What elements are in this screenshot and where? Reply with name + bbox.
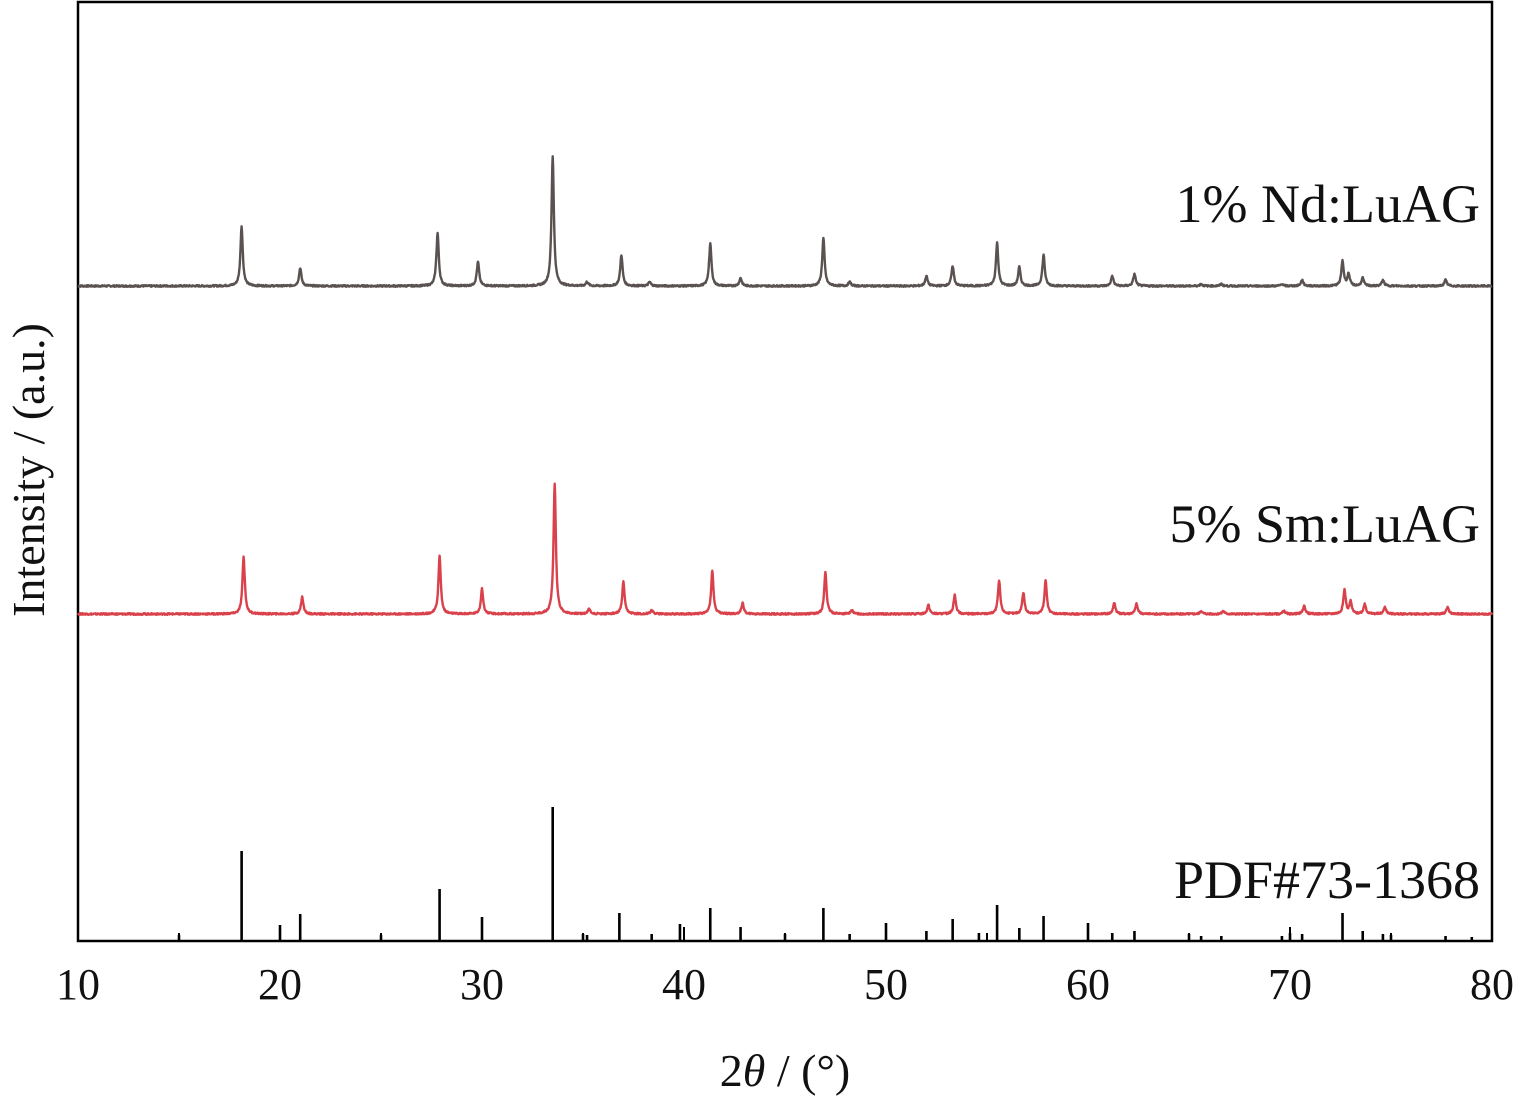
x-ticks: 10 20 30 40 50 60 70 80 [56,927,1514,1009]
x-tick-label: 50 [864,960,908,1009]
series-label-pdf: PDF#73-1368 [1174,850,1480,910]
x-tick-label: 80 [1470,960,1514,1009]
plot-frame [76,0,1494,943]
x-tick-label: 70 [1268,960,1312,1009]
series-line-1 [76,482,1494,616]
reference-sticks [177,807,1474,941]
x-axis-label: 2θ / (°) [720,1045,850,1096]
x-tick-label: 20 [258,960,302,1009]
x-axis-label-theta: θ [743,1045,766,1096]
x-tick-label: 60 [1066,960,1110,1009]
series-label-nd: 1% Nd:LuAG [1176,174,1480,234]
series-label-sm: 5% Sm:LuAG [1170,494,1481,554]
x-axis-label-suffix: / (°) [765,1045,850,1096]
series-line-0 [77,155,1493,288]
x-tick-label: 30 [460,960,504,1009]
x-tick-label: 40 [662,960,706,1009]
x-axis-label-prefix: 2 [720,1045,743,1096]
series-group [76,155,1494,616]
x-tick-label: 10 [56,960,100,1009]
y-axis-label: Intensity / (a.u.) [3,323,54,617]
